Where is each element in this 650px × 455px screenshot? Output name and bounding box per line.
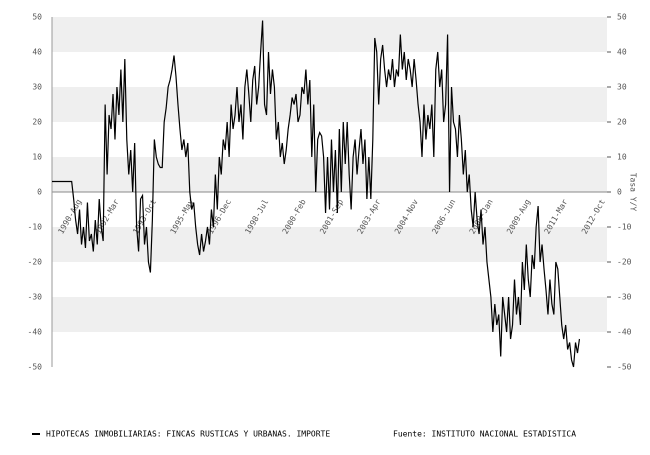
y-tick-label: 10	[32, 153, 42, 162]
source-note: Fuente: INSTITUTO NACIONAL ESTADISTICA	[393, 430, 576, 439]
y2-tick-label: 0	[617, 188, 622, 197]
y-tick-label: 50	[32, 13, 42, 22]
y2-tick-label: -20	[617, 258, 632, 267]
y-tick-label: 30	[32, 83, 42, 92]
grid-band	[52, 157, 607, 192]
y-tick-label: -10	[28, 223, 43, 232]
y-tick-label: -30	[28, 293, 43, 302]
y2-tick-label: -50	[617, 363, 632, 372]
y2-tick-label: 10	[617, 153, 627, 162]
y-tick-label: -20	[28, 258, 43, 267]
y-tick-label: -40	[28, 328, 43, 337]
data-line	[52, 20, 581, 368]
y2-tick-label: -30	[617, 293, 632, 302]
y2-tick-label: -40	[617, 328, 632, 337]
y2-tick-label: 50	[617, 13, 627, 22]
y2-tick-label: 20	[617, 118, 627, 127]
y-tick-label: 40	[32, 48, 42, 57]
y-tick-label: 20	[32, 118, 42, 127]
grid-band	[52, 87, 607, 122]
y-tick-label: 0	[37, 188, 42, 197]
y-axis-label: Tasa Y/Y	[629, 173, 638, 212]
grid-band	[52, 17, 607, 52]
legend-label: HIPOTECAS INMOBILIARIAS: FINCAS RUSTICAS…	[46, 430, 330, 439]
y-tick-label: -50	[28, 363, 43, 372]
y2-tick-label: 30	[617, 83, 627, 92]
grid-band	[52, 297, 607, 332]
y2-tick-label: 40	[617, 48, 627, 57]
y2-tick-label: -10	[617, 223, 632, 232]
